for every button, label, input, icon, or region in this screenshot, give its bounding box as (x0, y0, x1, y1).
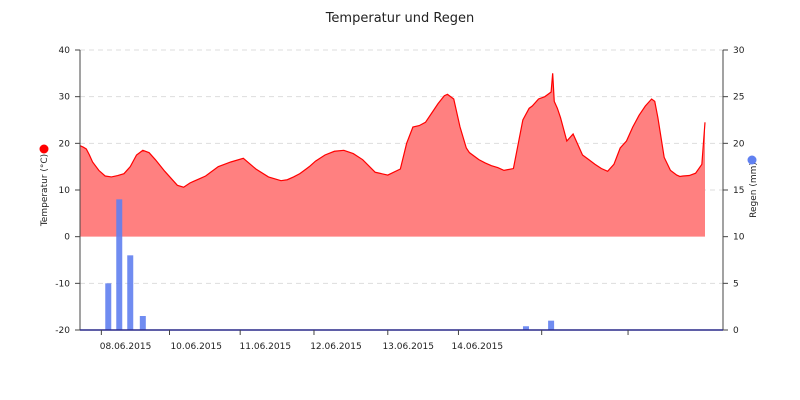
left-tick-label: -10 (55, 279, 70, 289)
x-tick-label: 14.06.2015 (452, 342, 504, 352)
rain-bar (522, 326, 529, 330)
rain-bar (116, 199, 123, 330)
left-tick-label: 0 (64, 233, 70, 243)
rain-legend-marker (747, 155, 757, 165)
temperature-area-fill (80, 73, 705, 237)
x-ticks: 08.06.2015 10.06.2015 11.06.2015 12.06.2015… (100, 330, 629, 352)
left-tick-label: 30 (59, 93, 71, 103)
left-tick-label: -20 (55, 326, 70, 336)
chart-title: Temperatur und Regen (325, 11, 475, 26)
x-tick-label: 13.06.2015 (382, 342, 434, 352)
left-y-ticks: 40 30 20 10 0 -10 -20 (55, 46, 80, 336)
right-tick-label: 0 (733, 326, 739, 336)
right-tick-label: 30 (733, 46, 745, 56)
left-tick-label: 20 (59, 139, 71, 149)
x-tick-label: 10.06.2015 (170, 342, 222, 352)
rain-bar (127, 255, 134, 330)
right-tick-label: 15 (733, 186, 744, 196)
rain-bar (548, 320, 555, 330)
right-y-ticks: 30 25 20 15 10 5 0 (723, 46, 745, 336)
rain-bar (139, 316, 146, 330)
right-tick-label: 10 (733, 233, 745, 243)
temperature-area (79, 73, 706, 237)
y-right-axis-title: Regen (mm) (749, 162, 759, 218)
y-left-axis-title: Temperatur (°C) (40, 154, 50, 227)
x-tick-label: 11.06.2015 (240, 342, 292, 352)
right-tick-label: 25 (733, 93, 744, 103)
temperature-legend-marker (39, 144, 49, 154)
left-tick-label: 10 (59, 186, 71, 196)
temperature-line (79, 73, 706, 188)
rain-bars (105, 199, 555, 330)
right-tick-label: 5 (733, 279, 739, 289)
x-tick-label: 08.06.2015 (100, 342, 152, 352)
left-tick-label: 40 (59, 46, 71, 56)
x-tick-label: 12.06.2015 (310, 342, 362, 352)
rain-bar (105, 283, 112, 330)
right-tick-label: 20 (733, 139, 745, 149)
